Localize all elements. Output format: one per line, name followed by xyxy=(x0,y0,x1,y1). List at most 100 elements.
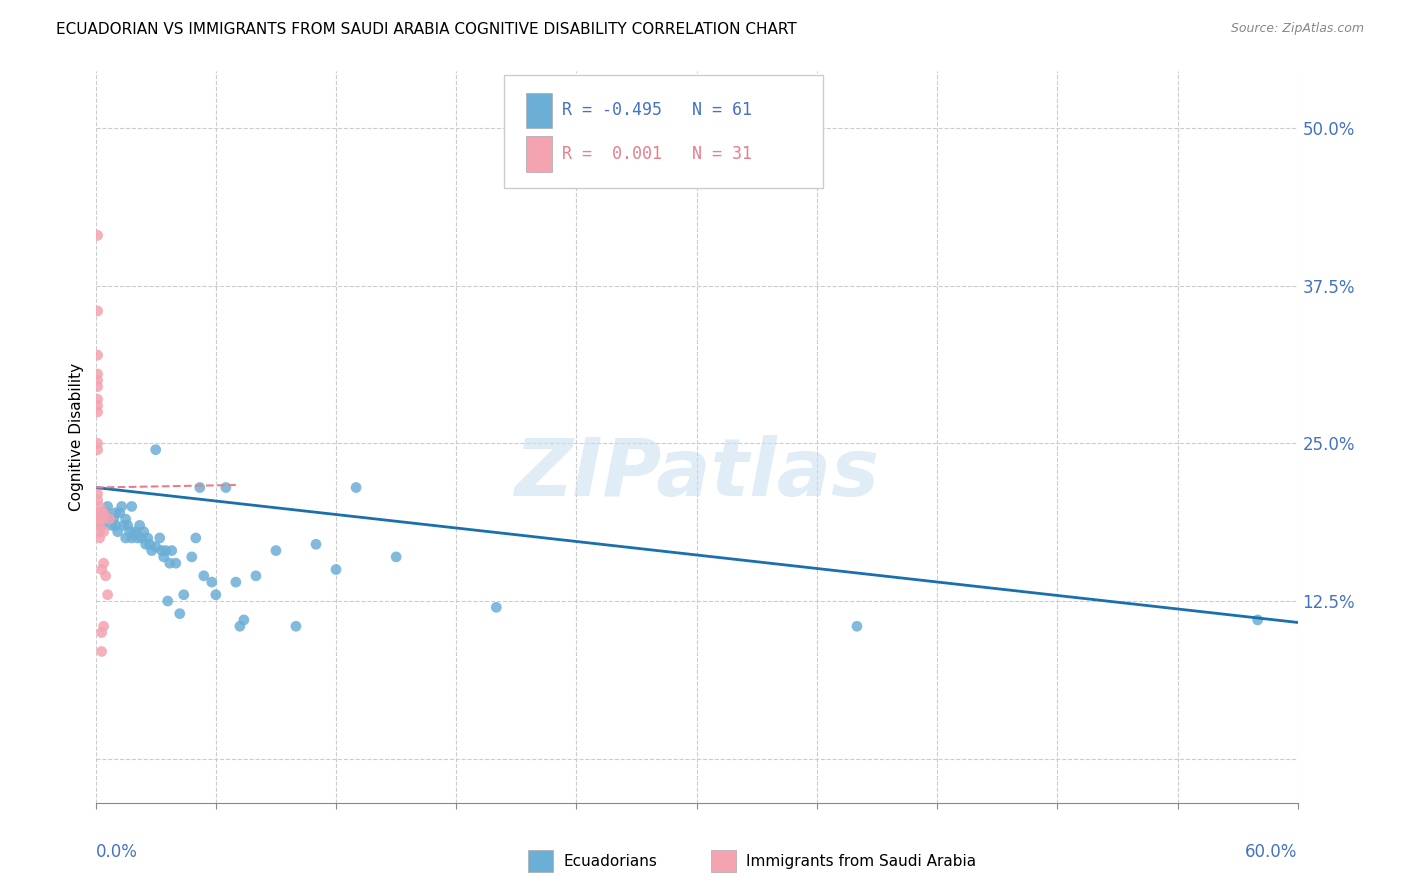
Point xyxy=(89,506,111,520)
Point xyxy=(193,569,215,583)
Bar xyxy=(526,93,553,128)
Point xyxy=(117,518,139,533)
Point xyxy=(325,562,347,576)
Point xyxy=(150,543,173,558)
Point xyxy=(114,531,136,545)
Y-axis label: Cognitive Disability: Cognitive Disability xyxy=(69,363,84,511)
Point xyxy=(86,348,108,362)
Point xyxy=(86,392,108,407)
Text: Ecuadorians: Ecuadorians xyxy=(562,855,657,869)
Point xyxy=(86,442,108,457)
Point xyxy=(121,531,143,545)
Point xyxy=(98,512,121,526)
Point xyxy=(159,556,181,570)
Point xyxy=(245,569,267,583)
Point xyxy=(122,527,145,541)
Text: R =  0.001   N = 31: R = 0.001 N = 31 xyxy=(562,145,752,163)
Point xyxy=(225,575,247,590)
Point xyxy=(89,512,111,526)
Point xyxy=(86,367,108,381)
Point xyxy=(124,524,148,539)
Point xyxy=(131,531,153,545)
Text: 60.0%: 60.0% xyxy=(1246,843,1298,861)
Point xyxy=(385,549,408,564)
Point xyxy=(215,481,238,495)
Point xyxy=(86,228,108,243)
Point xyxy=(128,518,150,533)
Point xyxy=(89,524,111,539)
Point xyxy=(90,506,112,520)
Point xyxy=(156,594,179,608)
Point xyxy=(160,543,183,558)
Point xyxy=(136,531,159,545)
Point xyxy=(264,543,287,558)
Point xyxy=(344,481,367,495)
Point xyxy=(145,540,167,554)
Point xyxy=(89,518,111,533)
Point xyxy=(97,588,120,602)
Point xyxy=(86,379,108,393)
Point xyxy=(180,549,202,564)
Point xyxy=(98,512,121,526)
Point xyxy=(111,500,134,514)
Point xyxy=(201,575,224,590)
Point xyxy=(93,524,115,539)
Point xyxy=(86,436,108,450)
Point xyxy=(104,506,127,520)
Point xyxy=(173,588,195,602)
Point xyxy=(846,619,869,633)
Point xyxy=(114,512,136,526)
Point xyxy=(152,549,174,564)
Point xyxy=(89,506,111,520)
Point xyxy=(86,373,108,387)
Point xyxy=(90,512,112,526)
Point xyxy=(155,543,177,558)
Point xyxy=(229,619,252,633)
Point xyxy=(104,518,127,533)
Point xyxy=(112,518,135,533)
Point xyxy=(141,543,163,558)
Text: R = -0.495   N = 61: R = -0.495 N = 61 xyxy=(562,101,752,120)
Text: Immigrants from Saudi Arabia: Immigrants from Saudi Arabia xyxy=(745,855,976,869)
Text: Source: ZipAtlas.com: Source: ZipAtlas.com xyxy=(1230,22,1364,36)
Point xyxy=(184,531,207,545)
Point xyxy=(205,588,228,602)
Point xyxy=(149,531,172,545)
Point xyxy=(232,613,254,627)
Point xyxy=(284,619,308,633)
Point xyxy=(93,506,115,520)
Point xyxy=(86,405,108,419)
Point xyxy=(89,500,111,514)
Text: ZIPatlas: ZIPatlas xyxy=(515,434,879,513)
Point xyxy=(169,607,191,621)
Point xyxy=(1246,613,1268,627)
Point xyxy=(93,619,115,633)
Point xyxy=(127,531,149,545)
Point xyxy=(94,506,117,520)
Point xyxy=(135,537,157,551)
Point xyxy=(100,518,122,533)
Point xyxy=(97,500,120,514)
Point xyxy=(90,625,112,640)
Point xyxy=(305,537,328,551)
FancyBboxPatch shape xyxy=(505,75,823,188)
Point xyxy=(89,531,111,545)
Point xyxy=(138,537,160,551)
Point xyxy=(132,524,155,539)
Point xyxy=(108,506,131,520)
Point xyxy=(485,600,508,615)
Point xyxy=(107,524,129,539)
Point xyxy=(145,442,167,457)
Point xyxy=(121,500,143,514)
Point xyxy=(90,562,112,576)
Bar xyxy=(526,136,553,171)
Point xyxy=(118,524,141,539)
Point xyxy=(94,569,117,583)
Point xyxy=(90,518,112,533)
Point xyxy=(165,556,187,570)
Point xyxy=(86,304,108,318)
Text: 0.0%: 0.0% xyxy=(96,843,138,861)
Point xyxy=(93,556,115,570)
Point xyxy=(86,493,108,508)
Point xyxy=(90,644,112,658)
